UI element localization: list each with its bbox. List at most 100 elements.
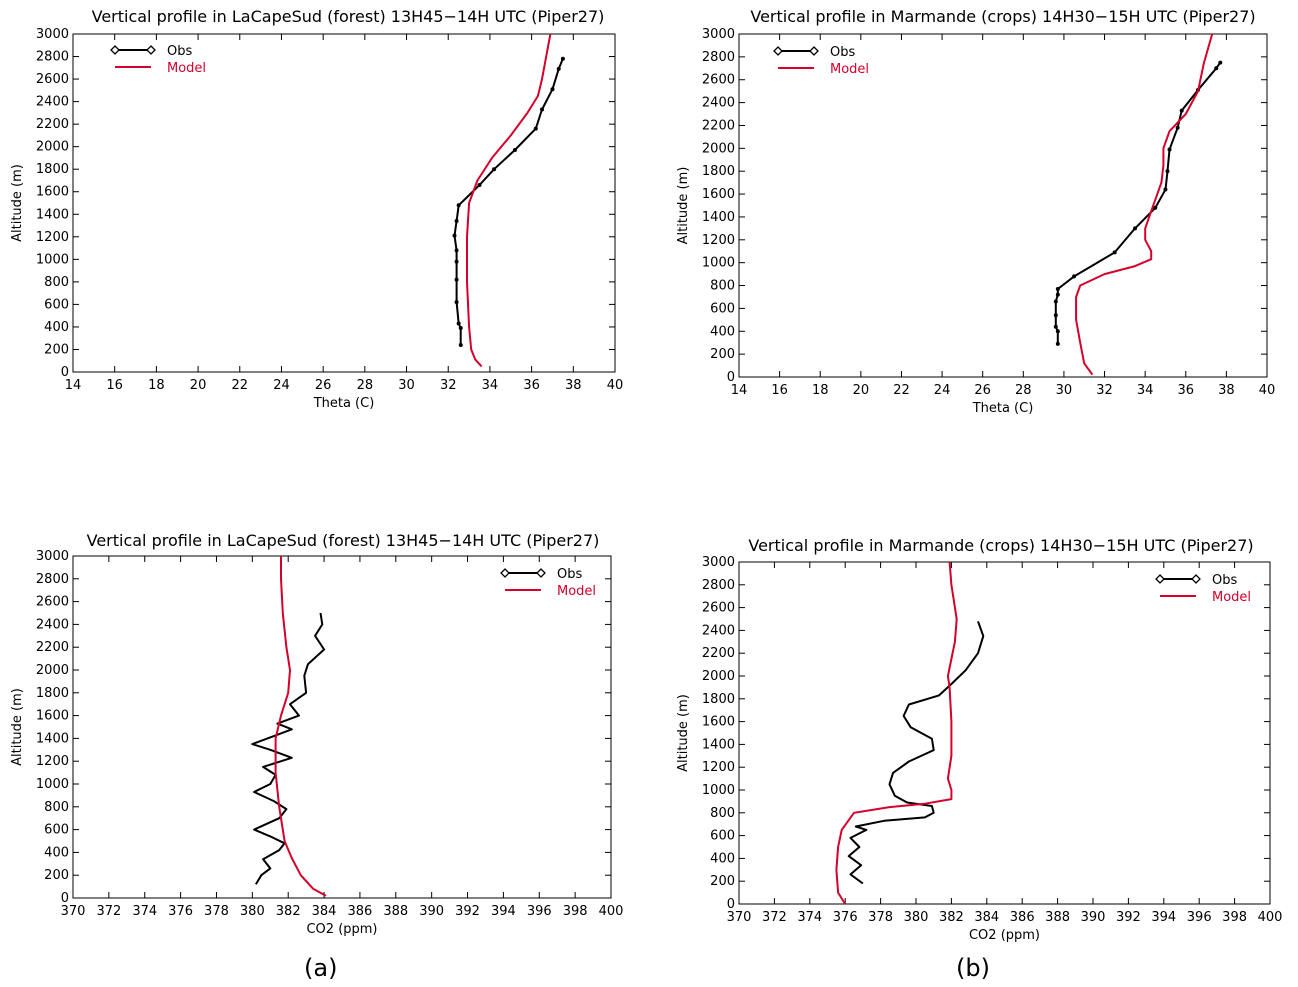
y-axis-label: Altitude (m)	[10, 164, 25, 242]
chart-title: Vertical profile in LaCapeSud (forest) 1…	[87, 531, 600, 550]
series-line-model	[1075, 33, 1214, 376]
y-tick-label: 600	[710, 301, 735, 316]
y-tick-label: 1800	[36, 162, 69, 177]
x-tick-label: 30	[398, 378, 415, 393]
y-tick-label: 3000	[36, 549, 69, 564]
y-tick-label: 200	[44, 342, 69, 357]
y-tick-label: 400	[44, 845, 69, 860]
data-point-obs	[454, 219, 459, 224]
y-tick-label: 1000	[36, 252, 69, 267]
data-point-obs	[454, 277, 459, 282]
data-point-obs	[1112, 250, 1117, 255]
y-tick-label: 1400	[36, 731, 69, 746]
y-tick-label: 1400	[702, 210, 735, 225]
y-tick-label: 1600	[702, 715, 735, 730]
x-tick-label: 14	[65, 378, 82, 393]
legend-label-model: Model	[1212, 590, 1251, 605]
y-tick-label: 3000	[36, 27, 69, 42]
data-point-obs	[556, 66, 561, 71]
x-tick-label: 386	[348, 904, 373, 919]
y-tick-label: 200	[44, 868, 69, 883]
y-tick-label: 1200	[36, 230, 69, 245]
y-tick-label: 0	[61, 891, 69, 906]
legend-diamond-icon	[146, 45, 156, 55]
x-tick-label: 38	[1218, 383, 1235, 398]
y-tick-label: 2400	[36, 95, 69, 110]
legend-diamond-icon	[1155, 574, 1165, 584]
data-point-obs	[1053, 324, 1058, 329]
data-point-obs	[1214, 66, 1219, 71]
y-tick-label: 600	[710, 829, 735, 844]
x-tick-label: 34	[1137, 383, 1154, 398]
x-tick-label: 384	[974, 910, 999, 925]
y-tick-label: 800	[710, 806, 735, 821]
x-tick-label: 382	[939, 910, 964, 925]
plot-frame	[72, 555, 612, 899]
y-tick-label: 1000	[36, 777, 69, 792]
data-point-obs	[1218, 60, 1223, 65]
y-tick-label: 2200	[702, 646, 735, 661]
data-point-obs	[1055, 292, 1060, 297]
y-tick-label: 1600	[36, 185, 69, 200]
data-point-obs	[560, 56, 565, 61]
x-tick-label: 36	[523, 378, 540, 393]
series-line-model	[274, 556, 327, 897]
plot-frame	[738, 33, 1268, 378]
x-tick-label: 392	[455, 904, 480, 919]
data-point-obs	[452, 233, 457, 238]
chart-title: Vertical profile in Marmande (crops) 14H…	[748, 536, 1253, 555]
y-axis-label: Altitude (m)	[10, 688, 25, 766]
legend-label-model: Model	[830, 62, 869, 77]
y-tick-label: 400	[710, 851, 735, 866]
legend-diamond-icon	[110, 45, 120, 55]
caption-b: (b)	[956, 954, 990, 982]
x-tick-label: 398	[1222, 910, 1247, 925]
x-tick-label: 382	[276, 904, 301, 919]
data-point-obs	[1179, 108, 1184, 113]
y-tick-label: 400	[44, 320, 69, 335]
y-tick-label: 1200	[702, 233, 735, 248]
chart-panel-a-bottom: Vertical profile in LaCapeSud (forest) 1…	[10, 531, 623, 937]
y-tick-label: 600	[44, 823, 69, 838]
x-tick-label: 370	[61, 904, 86, 919]
x-axis-label: Theta (C)	[313, 396, 375, 411]
x-tick-label: 24	[273, 378, 290, 393]
x-tick-label: 392	[1116, 910, 1141, 925]
x-axis-label: CO2 (ppm)	[306, 922, 377, 937]
x-tick-label: 386	[1010, 910, 1035, 925]
data-point-obs	[456, 321, 461, 326]
y-tick-label: 3000	[702, 27, 735, 42]
data-point-obs	[1175, 125, 1180, 130]
data-point-obs	[492, 167, 497, 172]
y-tick-label: 2800	[702, 578, 735, 593]
x-tick-label: 32	[440, 378, 457, 393]
y-tick-label: 1800	[36, 686, 69, 701]
y-axis-label: Altitude (m)	[676, 167, 691, 245]
legend-diamond-icon	[536, 568, 546, 578]
x-tick-label: 394	[1151, 910, 1176, 925]
chart-panel-b-bottom: Vertical profile in Marmande (crops) 14H…	[676, 536, 1282, 943]
y-tick-label: 2800	[36, 50, 69, 65]
data-point-obs	[1165, 169, 1170, 174]
series-line-obs	[1054, 62, 1222, 344]
x-tick-label: 376	[833, 910, 858, 925]
x-tick-label: 374	[797, 910, 822, 925]
y-tick-label: 2400	[702, 96, 735, 111]
y-tick-label: 1000	[702, 783, 735, 798]
x-tick-label: 28	[357, 378, 374, 393]
y-tick-label: 1200	[702, 760, 735, 775]
y-tick-label: 1800	[702, 164, 735, 179]
data-point-obs	[458, 326, 463, 331]
data-point-obs	[454, 259, 459, 264]
y-tick-label: 0	[727, 370, 735, 385]
x-tick-label: 372	[96, 904, 121, 919]
legend-diamond-icon	[500, 568, 510, 578]
x-tick-label: 34	[482, 378, 499, 393]
x-tick-label: 400	[1258, 910, 1283, 925]
y-tick-label: 2600	[702, 601, 735, 616]
x-tick-label: 40	[1259, 383, 1276, 398]
y-tick-label: 200	[710, 347, 735, 362]
y-tick-label: 2400	[702, 623, 735, 638]
data-point-obs	[1163, 187, 1168, 192]
y-tick-label: 2000	[36, 663, 69, 678]
